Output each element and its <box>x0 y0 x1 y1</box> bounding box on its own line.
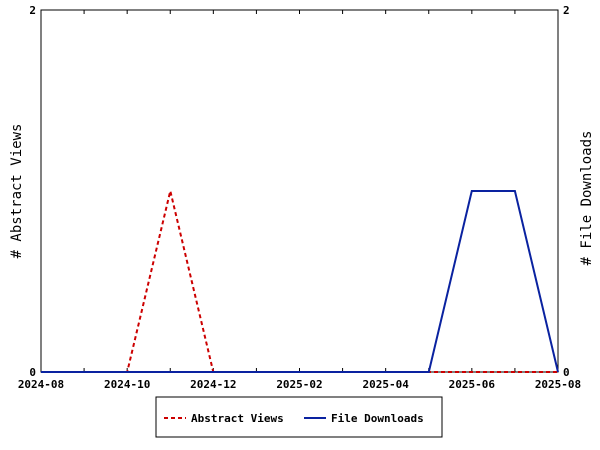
x-tick-label: 2025-02 <box>276 378 322 391</box>
right-axis-title: # File Downloads <box>579 131 595 266</box>
x-tick-label: 2024-10 <box>104 378 150 391</box>
left-y-tick-label: 2 <box>29 4 36 17</box>
series-lines <box>41 190 559 373</box>
y-axes: 0 0 2 2 <box>29 4 569 379</box>
series-line-file-downloads <box>41 190 559 373</box>
right-y-tick-label: 0 <box>563 366 570 379</box>
left-y-tick-label: 0 <box>29 366 36 379</box>
x-tick-label: 2024-12 <box>190 378 236 391</box>
x-axis: 2024-08 2024-10 2024-12 2025-02 2025-04 2025-… <box>18 10 581 391</box>
legend-label-file-downloads: File Downloads <box>331 412 424 425</box>
x-tick-label: 2024-08 <box>18 378 64 391</box>
legend: Abstract Views File Downloads <box>155 396 443 438</box>
legend-label-abstract-views: Abstract Views <box>191 412 284 425</box>
x-tick-label: 2025-06 <box>449 378 496 391</box>
left-axis-title: # Abstract Views <box>9 124 25 259</box>
legend-box <box>155 396 443 438</box>
x-tick-label: 2025-04 <box>362 378 409 391</box>
x-tick-label: 2025-08 <box>535 378 581 391</box>
right-y-tick-label: 2 <box>563 4 570 17</box>
